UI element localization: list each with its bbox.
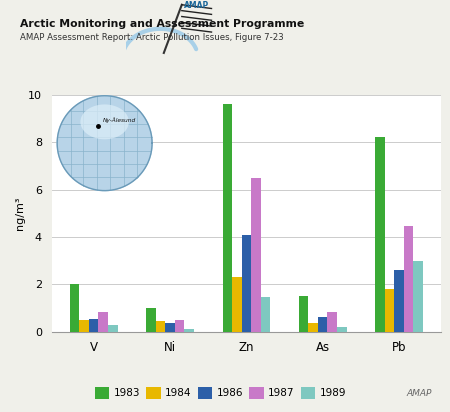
Bar [156,321,165,332]
Text: Arctic Monitoring and Assessment Programme: Arctic Monitoring and Assessment Program… [20,19,305,28]
Text: AMAP: AMAP [184,1,209,10]
Bar [328,311,337,332]
Bar [337,327,346,332]
Bar [146,308,156,332]
Text: AMAP: AMAP [407,389,432,398]
Bar [222,104,232,332]
Text: Ny-Ålesund: Ny-Ålesund [103,117,136,123]
Text: AMAP Assessment Report: Arctic Pollution Issues, Figure 7-23: AMAP Assessment Report: Arctic Pollution… [20,33,284,42]
Bar [251,178,261,332]
Bar [261,297,270,332]
Bar [308,323,318,332]
Bar [184,329,194,332]
Legend: 1983, 1984, 1986, 1987, 1989: 1983, 1984, 1986, 1987, 1989 [91,383,350,403]
Bar [79,320,89,332]
Polygon shape [81,105,129,139]
Bar [394,270,404,332]
Bar [232,277,242,332]
Bar [70,284,79,332]
Bar [414,260,423,332]
Bar [404,226,414,332]
Y-axis label: ng/m³: ng/m³ [15,197,25,230]
Bar [89,318,99,332]
Bar [242,234,251,332]
Bar [385,289,394,332]
Bar [375,138,385,332]
Bar [165,323,175,332]
Bar [299,296,308,332]
Bar [175,320,184,332]
Bar [318,317,328,332]
Bar [99,311,108,332]
Circle shape [57,96,152,191]
Bar [108,325,117,332]
